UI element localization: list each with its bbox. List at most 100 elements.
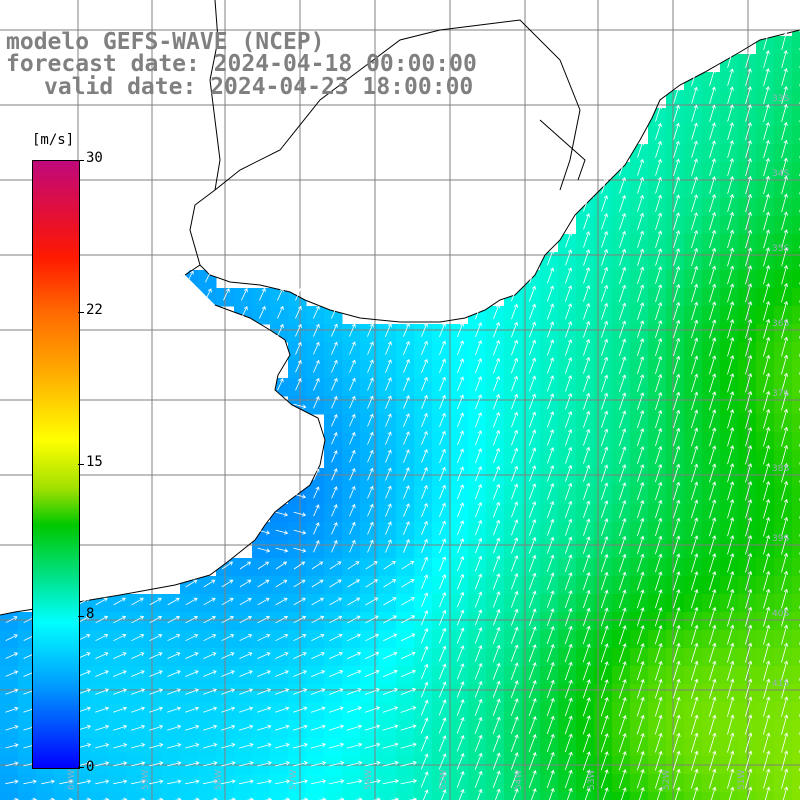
wind-arrow [400, 706, 417, 713]
wind-arrow [673, 265, 681, 285]
wind-arrow [420, 771, 429, 788]
wind-arrow [673, 499, 681, 519]
wind-arrow [382, 742, 399, 749]
wind-arrow [349, 395, 356, 409]
wind-arrow [274, 724, 290, 731]
wind-arrow [149, 652, 163, 659]
wind-arrow [763, 552, 771, 573]
wind-arrow [457, 448, 464, 464]
wind-arrow [220, 724, 236, 731]
wind-arrow [456, 699, 465, 716]
colorbar-label-30: 30 [86, 150, 103, 166]
wind-arrow [582, 625, 591, 645]
wind-arrow [439, 322, 446, 338]
wind-arrow [131, 670, 145, 677]
field-cell [414, 792, 433, 800]
wind-arrow [329, 633, 343, 642]
wind-arrow [422, 789, 429, 800]
wind-arrow [673, 589, 681, 609]
wind-arrow [474, 752, 483, 770]
wind-arrow [546, 536, 555, 554]
wind-arrow [601, 302, 609, 320]
wind-arrow [654, 607, 663, 627]
wind-arrow [238, 779, 254, 785]
wind-arrow [131, 597, 144, 606]
wind-arrow [636, 750, 645, 771]
wind-arrow [564, 590, 573, 609]
lon-label: 53W [587, 770, 597, 790]
wind-arrow [583, 267, 591, 284]
wind-arrow [113, 761, 128, 767]
wind-arrow [456, 609, 465, 626]
field-cell [36, 792, 55, 800]
wind-arrow [313, 486, 320, 499]
wind-arrow [600, 751, 609, 771]
wind-arrow [256, 742, 272, 749]
wind-arrow [113, 779, 128, 785]
wind-arrow [781, 318, 789, 339]
wind-arrow [564, 607, 573, 627]
wind-arrow [510, 590, 519, 608]
wind-arrow [241, 306, 248, 319]
wind-arrow [763, 139, 770, 159]
wind-arrow [654, 624, 663, 645]
wind-arrow [763, 426, 771, 447]
wind-arrow [474, 609, 483, 626]
wind-arrow [493, 447, 501, 464]
wind-arrow [727, 624, 735, 645]
wind-arrow [637, 302, 645, 320]
wind-arrow [167, 724, 182, 731]
wind-arrow [313, 468, 320, 481]
wind-arrow [439, 448, 446, 463]
wind-arrow [364, 742, 381, 749]
wind-arrow [763, 193, 770, 213]
wind-arrow [529, 357, 537, 374]
wind-arrow [367, 503, 374, 517]
wind-arrow [582, 661, 591, 681]
wind-arrow [493, 339, 500, 356]
wind-arrow [745, 372, 753, 393]
wind-arrow [546, 697, 555, 717]
wind-arrow [763, 480, 771, 501]
wind-arrow [601, 248, 609, 266]
wind-arrow [709, 571, 717, 591]
wind-arrow [691, 104, 698, 122]
wind-arrow [601, 518, 609, 536]
wind-arrow [510, 716, 519, 734]
wind-arrow [256, 724, 272, 731]
field-cell [792, 792, 800, 800]
wind-arrow [763, 229, 770, 249]
wind-arrow [421, 340, 428, 355]
wind-arrow [600, 625, 609, 645]
wind-arrow [691, 535, 699, 555]
wind-arrow [547, 482, 555, 500]
wind-arrow [385, 485, 392, 499]
field-cell [432, 792, 451, 800]
wind-arrow [564, 625, 573, 645]
wind-arrow [113, 706, 128, 713]
wind-arrow [421, 322, 428, 338]
wind-arrow [781, 516, 789, 537]
wind-arrow [167, 634, 181, 642]
wind-arrow [601, 374, 609, 392]
wind-arrow [292, 706, 308, 713]
wind-arrow [492, 573, 501, 590]
colorbar-tick [78, 464, 84, 465]
wind-arrow [745, 606, 753, 627]
wind-arrow [492, 716, 501, 734]
wind-arrow [293, 403, 307, 409]
wind-arrow [367, 485, 374, 499]
wind-arrow [619, 338, 627, 356]
wind-arrow [781, 211, 788, 231]
wind-arrow [293, 579, 306, 588]
wind-arrow [618, 571, 627, 591]
wind-arrow [241, 288, 248, 301]
wind-arrow [781, 372, 789, 393]
wind-arrow [346, 724, 363, 731]
wind-arrow [331, 414, 338, 427]
wind-arrow [293, 597, 306, 606]
field-cell [792, 486, 800, 505]
wind-arrow [600, 661, 609, 681]
